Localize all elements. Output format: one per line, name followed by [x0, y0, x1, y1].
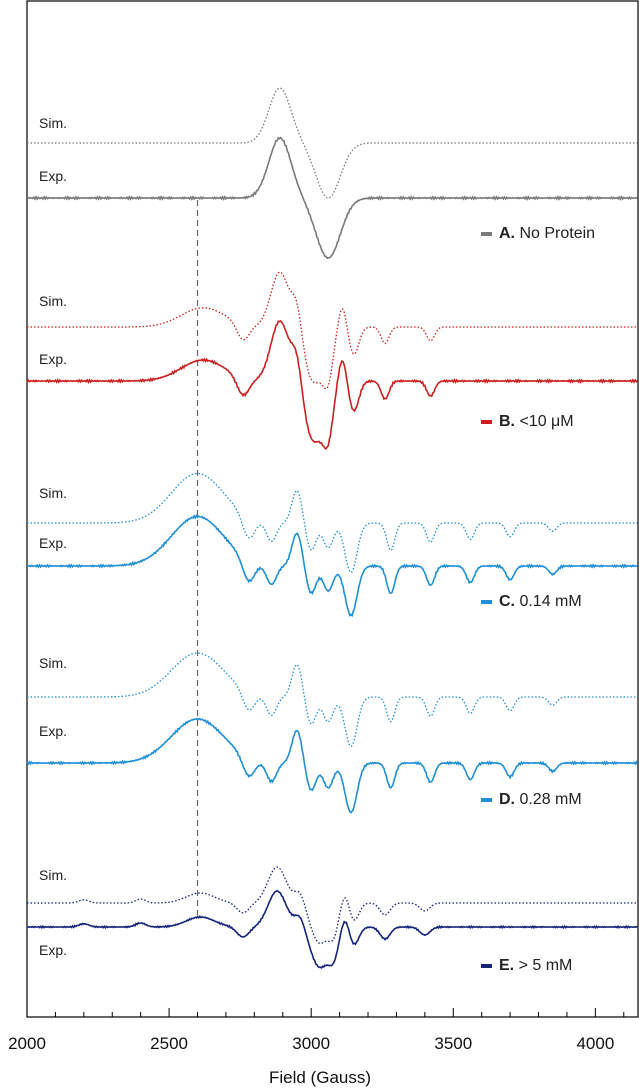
exp-trace-b: [26, 320, 638, 451]
x-tick-label: 3000: [292, 1034, 330, 1053]
traces-group: [26, 87, 639, 969]
x-tick-label: 4000: [576, 1034, 614, 1053]
sim-trace-c: [27, 472, 638, 574]
legend-swatch-c: [481, 600, 492, 604]
exp-trace-e: [26, 889, 638, 969]
labels-group: Sim. Exp. Sim. Exp. Sim. Exp. Sim. Exp. Sim. Exp.: [39, 115, 67, 958]
exp-label-a: Exp.: [39, 168, 67, 184]
sim-trace-a: [27, 87, 638, 199]
legend-letter-d: D.: [499, 791, 515, 808]
legend-text-c: C. 0.14 mM: [499, 593, 582, 610]
legend-desc-e: > 5 mM: [514, 957, 572, 974]
legend-swatch-b: [481, 420, 492, 424]
legend-letter-b: B.: [499, 413, 515, 430]
legend-desc-c: 0.14 mM: [515, 593, 582, 610]
sim-trace-e: [27, 866, 638, 945]
exp-trace-a: [26, 136, 638, 260]
exp-trace-d: [26, 717, 639, 814]
plot-frame: [26, 0, 639, 1018]
exp-label-d: Exp.: [39, 723, 67, 739]
legend-group: A. No Protein B. <10 μM C. 0.14 mM D. 0.28 …: [481, 225, 595, 974]
legend-text-e: E. > 5 mM: [499, 957, 572, 974]
legend-letter-e: E.: [499, 957, 514, 974]
legend-text-a: A. No Protein: [499, 225, 595, 242]
legend-text-d: D. 0.28 mM: [499, 791, 582, 808]
legend-desc-a: No Protein: [515, 225, 595, 242]
legend-swatch-a: [481, 232, 492, 236]
exp-label-b: Exp.: [39, 351, 67, 367]
x-tick-label: 2000: [8, 1034, 46, 1053]
x-axis-title: Field (Gauss): [269, 1068, 371, 1087]
exp-label-c: Exp.: [39, 535, 67, 551]
legend-letter-c: C.: [499, 593, 515, 610]
sim-trace-d: [27, 652, 638, 748]
sim-label-d: Sim.: [39, 655, 67, 671]
legend-swatch-d: [481, 798, 492, 802]
x-tick-label: 3500: [434, 1034, 472, 1053]
sim-label-b: Sim.: [39, 293, 67, 309]
x-tick-label: 2500: [150, 1034, 188, 1053]
sim-label-c: Sim.: [39, 485, 67, 501]
sim-trace-b: [27, 271, 638, 390]
sim-label-e: Sim.: [39, 867, 67, 883]
exp-label-e: Exp.: [39, 942, 67, 958]
legend-desc-b: <10 μM: [515, 413, 574, 430]
legend-desc-d: 0.28 mM: [515, 791, 582, 808]
legend-letter-a: A.: [499, 225, 515, 242]
legend-text-b: B. <10 μM: [499, 413, 574, 430]
legend-swatch-e: [481, 964, 492, 968]
exp-trace-c: [26, 513, 638, 618]
sim-label-a: Sim.: [39, 115, 67, 131]
x-axis: 2000 2500 3000 3500 4000: [8, 1008, 625, 1053]
